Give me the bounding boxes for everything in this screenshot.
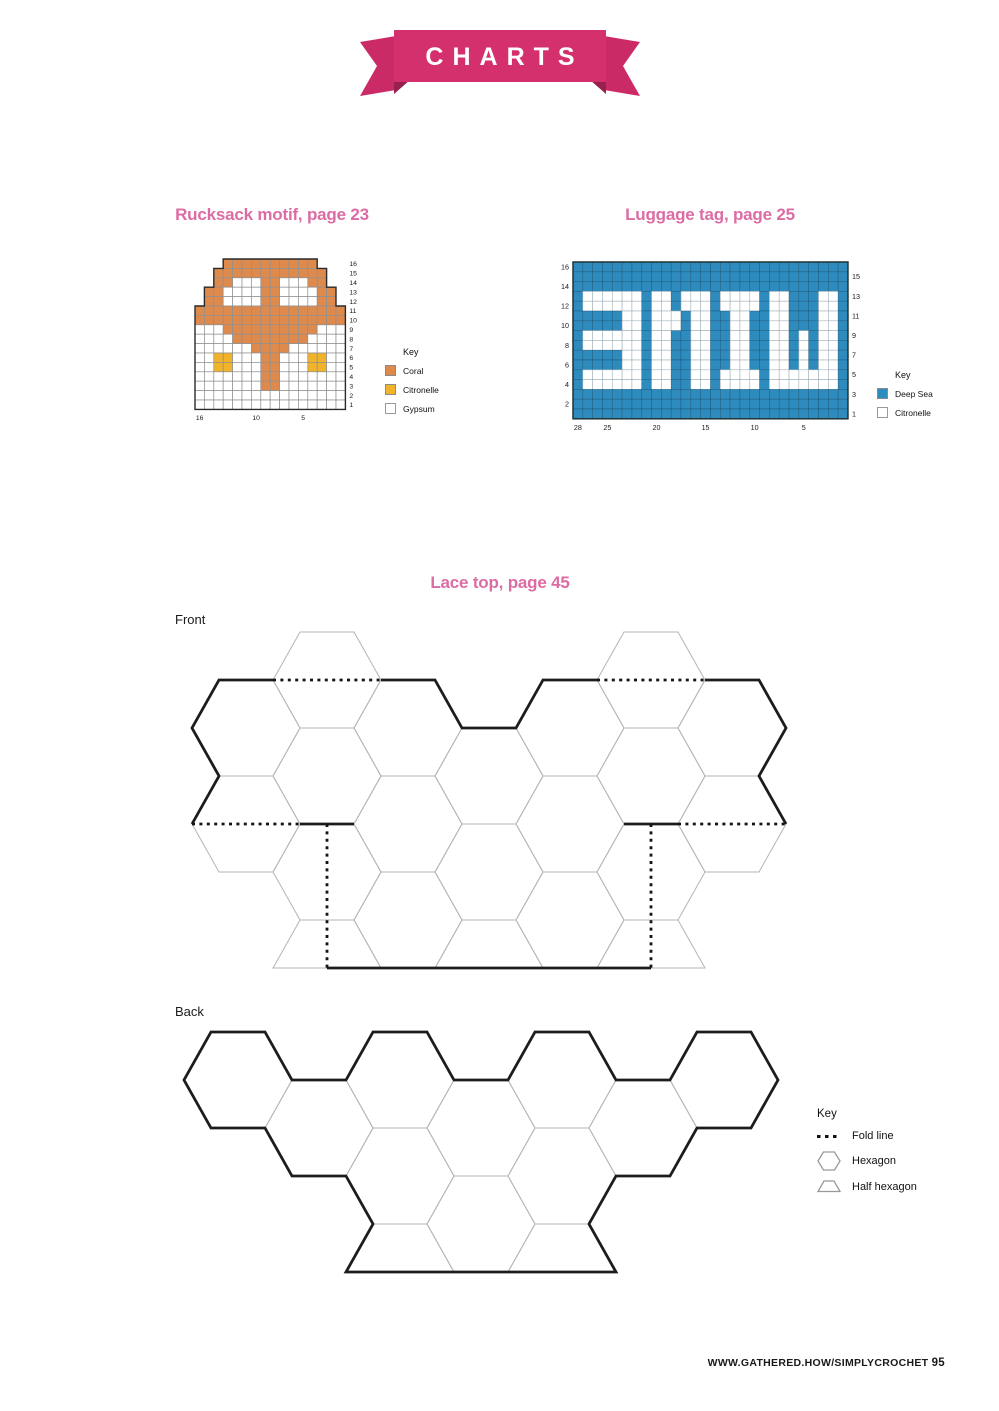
svg-text:15: 15 [349, 271, 357, 278]
svg-text:15: 15 [702, 423, 710, 432]
key-row: Deep Sea [877, 388, 933, 399]
half-hexagon-icon [816, 1180, 843, 1193]
svg-text:4: 4 [349, 374, 353, 381]
svg-text:5: 5 [802, 423, 806, 432]
key-label: Citronelle [403, 384, 439, 395]
key-title: Key [895, 370, 911, 380]
charts-banner-ribbon [360, 30, 640, 96]
svg-text:13: 13 [852, 292, 860, 301]
section-title-lace-top: Lace top, page 45 [430, 573, 570, 592]
svg-text:11: 11 [852, 311, 859, 320]
key-label: Citronelle [895, 407, 931, 418]
svg-text:13: 13 [349, 289, 357, 296]
key-swatch [877, 407, 888, 418]
svg-text:15: 15 [852, 272, 860, 281]
key-row: Half hexagon [816, 1180, 917, 1193]
svg-text:28: 28 [574, 423, 582, 432]
front-piece-label: Front [175, 612, 206, 627]
key-row: Hexagon [817, 1151, 917, 1171]
key-swatch [385, 365, 396, 376]
key-label: Gypsum [403, 403, 435, 414]
svg-text:20: 20 [652, 423, 660, 432]
svg-text:16: 16 [561, 262, 569, 271]
hexagon-icon [817, 1151, 843, 1171]
svg-text:10: 10 [349, 318, 357, 325]
key-label: Coral [403, 365, 424, 376]
svg-text:7: 7 [349, 346, 353, 353]
svg-text:6: 6 [349, 355, 353, 362]
footer-url: WWW.GATHERED.HOW/SIMPLYCROCHET [707, 1357, 929, 1369]
key-label: Hexagon [852, 1155, 897, 1167]
back-piece-label: Back [175, 1004, 204, 1019]
svg-text:5: 5 [349, 365, 353, 372]
key-swatch [877, 388, 888, 399]
svg-text:2: 2 [349, 393, 353, 400]
svg-text:1: 1 [349, 402, 353, 409]
svg-text:1: 1 [852, 409, 856, 418]
key-label: Deep Sea [895, 388, 933, 399]
svg-text:8: 8 [565, 341, 569, 350]
rucksack-colorwork-chart: 16 15 14 13 12 11 10 9 8 7 6 5 4 3 2 1 16 10 5 [194, 258, 357, 422]
section-title-rucksack: Rucksack motif, page 23 [175, 205, 369, 224]
section-title-luggage: Luggage tag, page 25 [625, 205, 795, 224]
key-label: Half hexagon [852, 1180, 917, 1193]
svg-text:12: 12 [349, 299, 357, 306]
svg-text:9: 9 [852, 331, 856, 340]
svg-text:3: 3 [852, 390, 856, 399]
key-row: Coral [385, 365, 439, 376]
key-row: Citronelle [385, 384, 439, 395]
svg-text:11: 11 [349, 308, 356, 315]
key-swatch [385, 384, 396, 395]
svg-text:5: 5 [301, 415, 305, 422]
svg-text:10: 10 [252, 415, 260, 422]
key-row: Fold line [817, 1130, 917, 1142]
luggage-key: Key Deep Sea Citronelle [877, 370, 933, 426]
footer-page-number: 95 [931, 1357, 945, 1369]
lace-key: Key Fold line Hexagon Half hexagon [816, 1108, 917, 1202]
key-title: Key [403, 347, 419, 357]
key-swatch [385, 403, 396, 414]
svg-text:16: 16 [349, 261, 357, 268]
svg-text:5: 5 [852, 370, 856, 379]
svg-text:16: 16 [196, 415, 204, 422]
svg-text:14: 14 [349, 280, 357, 287]
key-row: Gypsum [385, 403, 439, 414]
svg-text:12: 12 [561, 302, 569, 311]
fold-line-icon [817, 1134, 843, 1138]
key-label: Fold line [852, 1130, 894, 1142]
svg-text:10: 10 [751, 423, 759, 432]
svg-text:10: 10 [561, 321, 569, 330]
banner-title: CHARTS [425, 43, 584, 71]
page-footer: WWW.GATHERED.HOW/SIMPLYCROCHET 95 [545, 1357, 945, 1369]
key-title: Key [817, 1108, 837, 1120]
svg-text:7: 7 [852, 351, 856, 360]
svg-text:2: 2 [565, 400, 569, 409]
key-row: Citronelle [877, 407, 933, 418]
svg-text:6: 6 [565, 360, 569, 369]
svg-text:8: 8 [349, 336, 353, 343]
rucksack-key: Key Coral Citronelle Gypsum [385, 347, 439, 422]
svg-text:14: 14 [561, 282, 569, 291]
svg-text:4: 4 [565, 380, 569, 389]
svg-text:3: 3 [349, 383, 353, 390]
svg-text:25: 25 [603, 423, 611, 432]
svg-text:9: 9 [349, 327, 353, 334]
